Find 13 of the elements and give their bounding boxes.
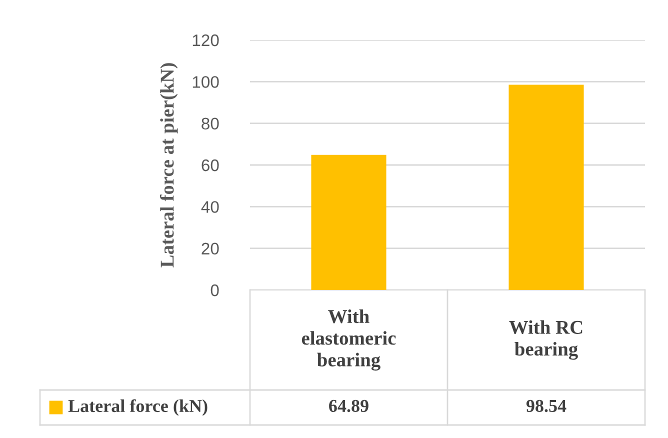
y-tick-label: 80 bbox=[202, 118, 219, 130]
y-tick-label: 120 bbox=[192, 34, 219, 46]
x-tick-label: With elastomeric bearing bbox=[302, 309, 396, 371]
y-tick-label: 60 bbox=[202, 159, 219, 172]
legend-label: Lateral force (kN) bbox=[68, 399, 208, 416]
x-tick-label: With RC bearing bbox=[509, 320, 582, 360]
y-tick-label: 20 bbox=[202, 242, 219, 255]
y-axis-title: Lateral force at pier(kN) bbox=[160, 63, 178, 268]
data-label: 64.89 bbox=[329, 400, 368, 412]
y-tick-label: 100 bbox=[192, 76, 219, 88]
y-tick-label: 40 bbox=[201, 201, 219, 213]
data-label: 98.54 bbox=[526, 400, 566, 412]
y-tick-label: 0 bbox=[210, 284, 219, 296]
